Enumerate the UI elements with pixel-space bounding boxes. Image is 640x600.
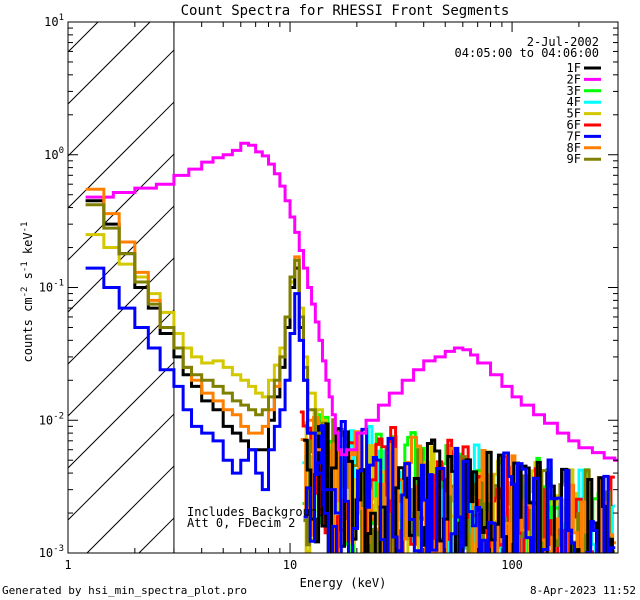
legend-label-7F: 7F	[567, 129, 581, 143]
axes: 1 10 100 101 100 10-1 10-2 10-3	[39, 13, 619, 572]
annotation-attenuator: Att 0, FDecim 2	[187, 516, 295, 530]
chart-title: Count Spectra for RHESSI Front Segments	[181, 3, 510, 19]
x-tick-label: 10	[283, 558, 297, 572]
series-line-8F	[85, 187, 321, 452]
legend-label-9F: 9F	[567, 152, 581, 166]
noise-trace-7F	[303, 419, 616, 553]
segment-spectra-lines	[85, 141, 618, 515]
x-tick-label: 1	[64, 558, 71, 572]
y-tick-label: 10-3	[39, 544, 64, 560]
y-tick-label: 10-2	[39, 411, 64, 427]
excluded-region-hatch	[67, 21, 175, 554]
series-line-9F	[85, 203, 321, 435]
footer-generated-by: Generated by hsi_min_spectra_plot.pro	[2, 584, 247, 597]
y-tick-label: 10-1	[39, 279, 64, 295]
series-line-2F	[85, 141, 618, 462]
date-label: 2-Jul-2002	[527, 35, 599, 49]
y-tick-label: 101	[44, 13, 64, 29]
annotation-background: Includes Background	[187, 505, 324, 519]
y-tick-label: 100	[44, 146, 64, 162]
hatch-lines	[67, 21, 175, 554]
legend-label-4F: 4F	[567, 95, 581, 109]
x-axis-label: Energy (keV)	[300, 576, 387, 590]
series-line-1F	[85, 199, 314, 452]
segment-noise-traces	[299, 410, 616, 553]
legend-label-6F: 6F	[567, 118, 581, 132]
series-line-7F	[85, 266, 341, 515]
legend-label-2F: 2F	[567, 72, 581, 86]
legend-label-5F: 5F	[567, 107, 581, 121]
legend-label-3F: 3F	[567, 84, 581, 98]
footer-timestamp: 8-Apr-2023 11:52	[530, 584, 636, 597]
y-axis-label: counts cm-2 s-1 keV-1	[20, 222, 35, 363]
x-tick-label: 100	[501, 558, 523, 572]
legend-label-1F: 1F	[567, 61, 581, 75]
legend-label-8F: 8F	[567, 141, 581, 155]
time-range-label: 04:05:00 to 04:06:00	[455, 46, 600, 60]
